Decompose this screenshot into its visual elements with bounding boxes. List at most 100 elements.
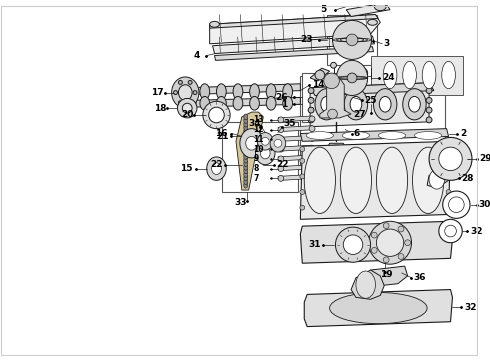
Text: 28: 28 — [461, 174, 474, 183]
Ellipse shape — [360, 70, 366, 76]
Ellipse shape — [309, 126, 315, 131]
Polygon shape — [310, 83, 429, 127]
Text: 15: 15 — [180, 164, 193, 173]
Ellipse shape — [173, 91, 177, 95]
Ellipse shape — [378, 131, 406, 139]
Ellipse shape — [331, 62, 337, 68]
Ellipse shape — [300, 190, 305, 194]
Ellipse shape — [244, 168, 247, 174]
Ellipse shape — [309, 175, 315, 180]
Bar — [327, 14, 377, 65]
Ellipse shape — [210, 21, 220, 27]
Ellipse shape — [309, 116, 315, 122]
Ellipse shape — [426, 88, 432, 94]
Polygon shape — [236, 112, 263, 190]
Polygon shape — [300, 221, 453, 263]
Ellipse shape — [300, 158, 305, 163]
Ellipse shape — [350, 96, 362, 112]
Polygon shape — [278, 145, 315, 151]
Ellipse shape — [443, 191, 470, 219]
Ellipse shape — [308, 117, 314, 123]
Ellipse shape — [193, 91, 197, 95]
Ellipse shape — [178, 101, 182, 105]
Ellipse shape — [346, 34, 358, 46]
Ellipse shape — [337, 60, 368, 95]
Polygon shape — [427, 171, 448, 188]
Ellipse shape — [178, 81, 182, 84]
Text: 29: 29 — [479, 154, 490, 163]
Ellipse shape — [203, 101, 230, 129]
Text: 1: 1 — [281, 100, 287, 109]
Ellipse shape — [398, 226, 404, 232]
Ellipse shape — [278, 127, 284, 132]
Ellipse shape — [413, 147, 444, 213]
Ellipse shape — [184, 96, 196, 110]
Ellipse shape — [446, 205, 451, 210]
Ellipse shape — [244, 114, 247, 120]
Ellipse shape — [376, 147, 408, 213]
Polygon shape — [320, 78, 351, 118]
Text: 13: 13 — [253, 115, 264, 124]
Ellipse shape — [426, 117, 432, 123]
Text: 34: 34 — [248, 119, 261, 128]
Ellipse shape — [429, 170, 444, 189]
Polygon shape — [190, 98, 300, 107]
Ellipse shape — [244, 121, 247, 127]
Ellipse shape — [343, 131, 369, 139]
Ellipse shape — [244, 132, 247, 138]
Text: 32: 32 — [464, 303, 477, 312]
Ellipse shape — [184, 85, 196, 98]
Text: 27: 27 — [353, 109, 366, 118]
Ellipse shape — [376, 229, 404, 256]
Ellipse shape — [278, 117, 284, 123]
Text: 3: 3 — [383, 39, 390, 48]
Text: 25: 25 — [365, 96, 377, 105]
Polygon shape — [190, 84, 300, 95]
Ellipse shape — [309, 165, 315, 171]
Polygon shape — [310, 83, 434, 95]
Ellipse shape — [333, 21, 371, 59]
Ellipse shape — [446, 174, 451, 179]
Ellipse shape — [188, 101, 192, 105]
Ellipse shape — [200, 84, 210, 99]
Text: 5: 5 — [320, 5, 326, 14]
Ellipse shape — [200, 96, 210, 110]
Text: 2: 2 — [460, 129, 466, 138]
Ellipse shape — [244, 175, 247, 181]
Bar — [222, 122, 298, 192]
Ellipse shape — [403, 89, 426, 120]
Ellipse shape — [371, 247, 377, 253]
Ellipse shape — [244, 125, 247, 131]
Ellipse shape — [439, 219, 462, 243]
Ellipse shape — [383, 257, 389, 263]
Ellipse shape — [240, 129, 263, 158]
Ellipse shape — [260, 147, 270, 159]
Ellipse shape — [244, 150, 247, 156]
Ellipse shape — [426, 98, 432, 103]
Text: 12: 12 — [253, 125, 264, 134]
Ellipse shape — [249, 84, 259, 99]
Ellipse shape — [409, 96, 420, 112]
Ellipse shape — [270, 135, 286, 152]
Ellipse shape — [244, 164, 247, 170]
Ellipse shape — [321, 96, 333, 112]
Polygon shape — [278, 135, 315, 141]
Text: 35: 35 — [284, 119, 296, 128]
Text: 26: 26 — [275, 93, 288, 102]
Ellipse shape — [315, 70, 325, 80]
Ellipse shape — [439, 147, 462, 171]
Ellipse shape — [233, 84, 243, 99]
Ellipse shape — [304, 147, 336, 213]
Polygon shape — [310, 68, 330, 81]
Ellipse shape — [415, 131, 442, 139]
Text: 7: 7 — [253, 174, 259, 183]
Ellipse shape — [283, 84, 293, 99]
Ellipse shape — [328, 109, 338, 119]
Bar — [302, 73, 353, 122]
Text: 22: 22 — [211, 160, 223, 169]
Ellipse shape — [309, 155, 315, 161]
Ellipse shape — [379, 96, 391, 112]
Text: 10: 10 — [253, 145, 264, 154]
Ellipse shape — [368, 19, 377, 25]
Text: 24: 24 — [382, 73, 395, 82]
